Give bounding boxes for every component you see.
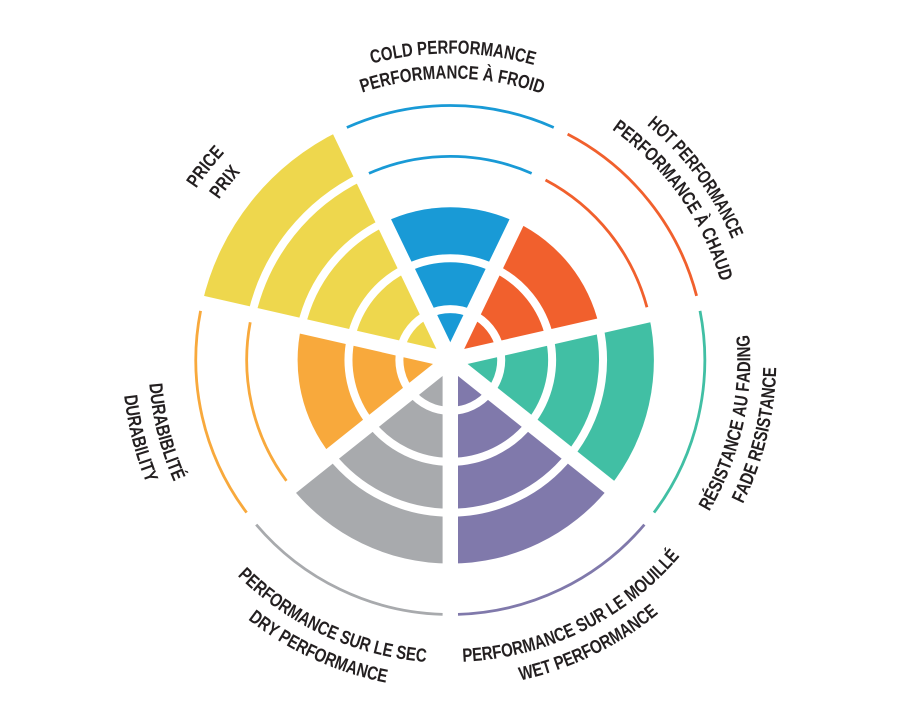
- svg-text:R: R: [410, 63, 423, 85]
- svg-text:B: B: [151, 423, 174, 439]
- svg-text:E: E: [759, 367, 780, 378]
- svg-text:O: O: [398, 65, 413, 88]
- svg-text:N: N: [446, 62, 457, 83]
- svg-text:O: O: [516, 70, 533, 93]
- svg-text:F: F: [389, 67, 402, 89]
- svg-text:O: O: [379, 42, 395, 65]
- svg-text:E: E: [471, 644, 483, 666]
- svg-text:A: A: [728, 404, 751, 418]
- svg-text:E: E: [427, 37, 438, 59]
- svg-text:D: D: [400, 39, 414, 61]
- svg-text:E: E: [375, 664, 389, 687]
- svg-text:I: I: [130, 444, 151, 454]
- svg-text:N: N: [502, 42, 517, 65]
- svg-text:M: M: [422, 62, 436, 84]
- svg-text:U: U: [730, 394, 752, 408]
- svg-text:L: L: [391, 41, 404, 63]
- svg-text:C: C: [365, 662, 381, 685]
- svg-text:R: R: [481, 642, 494, 664]
- svg-text:I: I: [134, 456, 155, 467]
- svg-text:F: F: [491, 641, 503, 663]
- svg-text:P: P: [462, 645, 473, 667]
- svg-text:G: G: [733, 334, 755, 347]
- svg-text:R: R: [505, 68, 520, 91]
- svg-text:A: A: [435, 62, 447, 83]
- svg-text:O: O: [457, 37, 470, 59]
- svg-text:F: F: [732, 381, 754, 392]
- svg-text:C: C: [368, 45, 384, 68]
- svg-text:P: P: [416, 38, 428, 60]
- svg-text:I: I: [752, 425, 773, 434]
- svg-text:S: S: [753, 416, 776, 430]
- svg-text:I: I: [161, 455, 182, 466]
- svg-text:À: À: [482, 64, 496, 86]
- svg-text:M: M: [479, 38, 494, 60]
- svg-text:B: B: [127, 434, 150, 450]
- svg-text:N: N: [733, 346, 754, 357]
- svg-text:A: A: [125, 424, 148, 439]
- svg-text:F: F: [496, 66, 509, 88]
- svg-text:R: R: [123, 414, 146, 429]
- svg-text:T: T: [755, 407, 777, 420]
- svg-text:D: D: [733, 361, 754, 372]
- svg-text:A: A: [756, 397, 778, 411]
- svg-text:U: U: [121, 404, 144, 418]
- svg-text:R: R: [147, 403, 170, 417]
- svg-text:C: C: [513, 44, 528, 67]
- svg-text:D: D: [145, 382, 167, 395]
- svg-text:E: E: [405, 643, 418, 665]
- svg-text:A: A: [733, 371, 755, 383]
- svg-text:E: E: [381, 639, 395, 662]
- svg-text:C: C: [415, 644, 428, 666]
- svg-text:W: W: [517, 661, 536, 685]
- svg-text:C: C: [457, 62, 469, 84]
- svg-text:C: C: [759, 376, 781, 388]
- svg-text:I: I: [734, 357, 755, 361]
- svg-text:U: U: [146, 392, 168, 406]
- svg-text:S: S: [750, 429, 773, 444]
- svg-text:I: I: [154, 433, 175, 443]
- svg-text:A: A: [492, 40, 506, 63]
- svg-text:O: O: [499, 639, 514, 662]
- svg-text:D: D: [120, 393, 142, 406]
- svg-text:C: C: [723, 427, 746, 443]
- svg-text:R: R: [510, 637, 525, 660]
- svg-text:E: E: [725, 418, 748, 432]
- svg-text:R: R: [437, 37, 448, 58]
- svg-text:R: R: [378, 68, 393, 91]
- svg-text:S: S: [395, 642, 408, 664]
- svg-text:A: A: [149, 413, 172, 428]
- svg-text:F: F: [448, 37, 457, 58]
- svg-text:N: N: [757, 387, 779, 400]
- svg-text:M: M: [520, 633, 538, 657]
- svg-text:E: E: [468, 62, 480, 84]
- svg-text:I: I: [527, 73, 537, 94]
- svg-text:R: R: [469, 37, 481, 59]
